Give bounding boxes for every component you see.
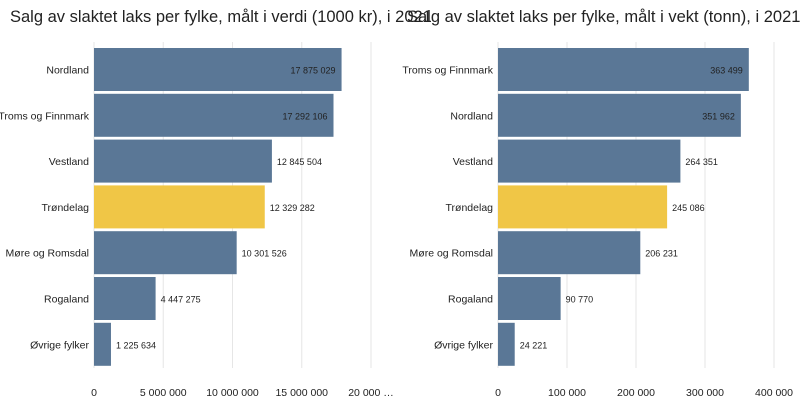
- value-category-label: Øvrige fylker: [30, 339, 89, 351]
- weight-chart: Salg av slaktet laks per fylke, målt i v…: [402, 8, 800, 399]
- weight-category-label: Øvrige fylker: [434, 339, 493, 351]
- weight-tick-label: 200 000: [617, 387, 655, 399]
- value-category-label: Troms og Finnmark: [0, 110, 90, 122]
- weight-bar: [498, 185, 668, 229]
- weight-category-label: Trøndelag: [446, 202, 494, 214]
- weight-category-label: Møre og Romsdal: [410, 248, 493, 260]
- weight-data-label: 90 770: [566, 295, 594, 305]
- value-category-label: Vestland: [49, 156, 89, 168]
- weight-category-label: Nordland: [450, 110, 493, 122]
- weight-tick-label: 400 000: [755, 387, 793, 399]
- weight-bar: [498, 277, 561, 320]
- weight-tick-label: 300 000: [686, 387, 724, 399]
- weight-bar: [498, 322, 515, 366]
- value-data-label: 4 447 275: [161, 295, 201, 305]
- value-bar: [94, 139, 272, 183]
- value-chart: Salg av slaktet laks per fylke, målt i v…: [0, 8, 432, 399]
- value-tick-label: 10 000 000: [206, 387, 259, 399]
- value-tick-label: 20 000 …: [348, 387, 394, 399]
- value-tick-label: 5 000 000: [140, 387, 187, 399]
- weight-data-label: 351 962: [702, 111, 735, 121]
- weight-category-label: Rogaland: [448, 294, 493, 306]
- weight-bar: [498, 139, 681, 183]
- value-data-label: 12 329 282: [270, 203, 315, 213]
- weight-tick-label: 100 000: [548, 387, 586, 399]
- value-tick-label: 0: [91, 387, 97, 399]
- value-category-label: Rogaland: [44, 294, 89, 306]
- weight-data-label: 363 499: [710, 66, 743, 76]
- value-category-label: Trøndelag: [42, 202, 90, 214]
- value-bar: [94, 231, 237, 275]
- weight-bar: [498, 231, 641, 275]
- value-bar: [94, 322, 111, 366]
- weight-bar: [498, 93, 741, 137]
- weight-tick-label: 0: [495, 387, 501, 399]
- weight-data-label: 206 231: [645, 249, 678, 259]
- value-bar: [94, 277, 156, 320]
- value-chart-title: Salg av slaktet laks per fylke, målt i v…: [10, 8, 432, 26]
- value-data-label: 17 292 106: [282, 111, 327, 121]
- weight-data-label: 245 086: [672, 203, 705, 213]
- weight-category-label: Vestland: [453, 156, 493, 168]
- weight-category-label: Troms og Finnmark: [402, 65, 493, 77]
- value-category-label: Møre og Romsdal: [6, 248, 89, 260]
- value-data-label: 10 301 526: [242, 249, 287, 259]
- value-data-label: 1 225 634: [116, 340, 156, 350]
- value-data-label: 12 845 504: [277, 157, 322, 167]
- value-bar: [94, 185, 265, 229]
- weight-bar: [498, 48, 749, 91]
- weight-data-label: 264 351: [685, 157, 718, 167]
- value-bar: [94, 93, 334, 137]
- weight-data-label: 24 221: [520, 340, 548, 350]
- value-data-label: 17 875 029: [291, 66, 336, 76]
- value-tick-label: 15 000 000: [275, 387, 328, 399]
- value-bar: [94, 48, 342, 91]
- weight-chart-title: Salg av slaktet laks per fylke, målt i v…: [407, 8, 800, 26]
- value-category-label: Nordland: [46, 65, 89, 77]
